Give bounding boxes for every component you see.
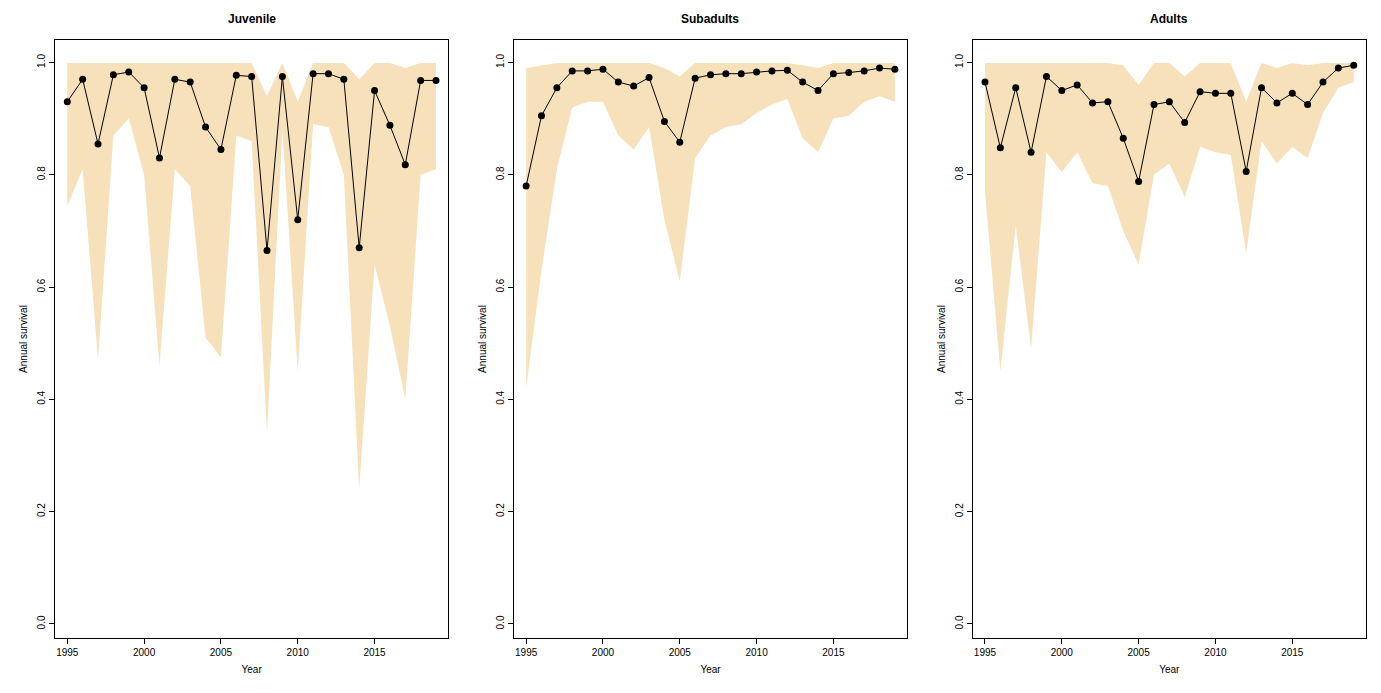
svg-text:1.0: 1.0 (954, 54, 965, 68)
svg-text:Annual survival: Annual survival (18, 305, 29, 373)
svg-text:Annual survival: Annual survival (477, 305, 488, 373)
svg-text:2000: 2000 (592, 647, 615, 658)
svg-text:0.2: 0.2 (36, 503, 47, 517)
svg-text:2005: 2005 (669, 647, 692, 658)
svg-text:0.4: 0.4 (954, 390, 965, 404)
svg-text:2010: 2010 (1204, 647, 1227, 658)
svg-text:0.0: 0.0 (495, 615, 506, 629)
svg-text:0.0: 0.0 (954, 615, 965, 629)
svg-text:0.6: 0.6 (36, 278, 47, 292)
svg-text:0.8: 0.8 (954, 166, 965, 180)
svg-text:Subadults: Subadults (681, 12, 739, 26)
svg-text:1995: 1995 (974, 647, 997, 658)
svg-text:0.6: 0.6 (495, 278, 506, 292)
svg-text:1995: 1995 (56, 647, 79, 658)
svg-text:Annual survival: Annual survival (936, 305, 947, 373)
svg-text:0.6: 0.6 (954, 278, 965, 292)
svg-text:Adults: Adults (1150, 12, 1188, 26)
svg-text:2000: 2000 (1051, 647, 1074, 658)
svg-text:Year: Year (700, 664, 721, 675)
svg-text:Year: Year (1159, 664, 1180, 675)
svg-text:0.8: 0.8 (36, 166, 47, 180)
svg-text:0.2: 0.2 (495, 503, 506, 517)
svg-text:2015: 2015 (1281, 647, 1304, 658)
svg-text:0.4: 0.4 (495, 390, 506, 404)
svg-text:2005: 2005 (210, 647, 233, 658)
svg-text:0.8: 0.8 (495, 166, 506, 180)
svg-text:1.0: 1.0 (36, 54, 47, 68)
svg-text:0.2: 0.2 (954, 503, 965, 517)
svg-text:0.0: 0.0 (36, 615, 47, 629)
svg-text:2005: 2005 (1127, 647, 1150, 658)
svg-text:2010: 2010 (287, 647, 310, 658)
svg-text:Year: Year (242, 664, 263, 675)
svg-text:2000: 2000 (133, 647, 156, 658)
svg-text:1.0: 1.0 (495, 54, 506, 68)
svg-text:1995: 1995 (515, 647, 538, 658)
svg-text:2010: 2010 (745, 647, 768, 658)
svg-text:2015: 2015 (363, 647, 386, 658)
svg-text:0.4: 0.4 (36, 390, 47, 404)
svg-text:2015: 2015 (822, 647, 845, 658)
svg-text:Juvenile: Juvenile (228, 12, 276, 26)
